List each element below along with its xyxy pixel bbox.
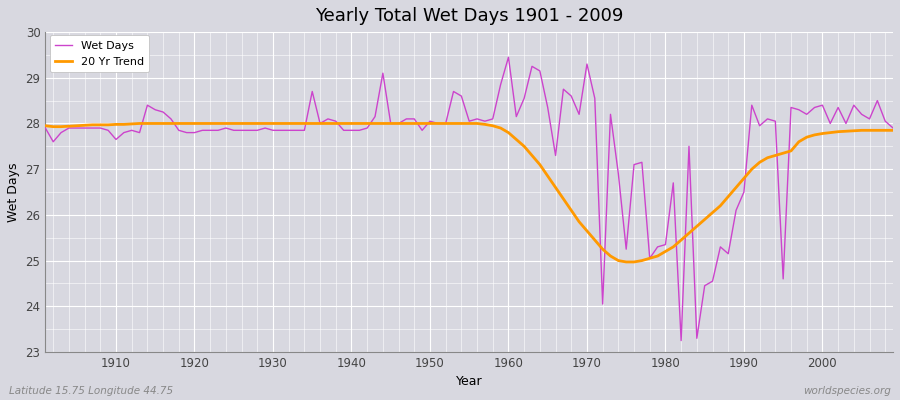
Wet Days [503, 55, 514, 60]
20 Yr Trend [284, 121, 294, 126]
20 Yr Trend [605, 254, 616, 258]
Legend: Wet Days, 20 Yr Trend: Wet Days, 20 Yr Trend [50, 35, 149, 72]
20 Yr Trend [887, 128, 898, 133]
Wet Days [322, 116, 333, 121]
Wet Days [103, 128, 113, 133]
20 Yr Trend [103, 122, 113, 127]
Title: Yearly Total Wet Days 1901 - 2009: Yearly Total Wet Days 1901 - 2009 [315, 7, 624, 25]
Wet Days [40, 126, 50, 130]
Text: Latitude 15.75 Longitude 44.75: Latitude 15.75 Longitude 44.75 [9, 386, 173, 396]
Wet Days [887, 126, 898, 130]
Wet Days [495, 82, 506, 87]
20 Yr Trend [40, 123, 50, 128]
20 Yr Trend [511, 137, 522, 142]
Wet Days [605, 112, 616, 117]
Y-axis label: Wet Days: Wet Days [7, 162, 20, 222]
20 Yr Trend [330, 121, 341, 126]
20 Yr Trend [503, 130, 514, 135]
20 Yr Trend [134, 121, 145, 126]
Line: Wet Days: Wet Days [45, 57, 893, 340]
Wet Days [676, 338, 687, 343]
20 Yr Trend [621, 260, 632, 264]
Wet Days [275, 128, 286, 133]
Text: worldspecies.org: worldspecies.org [803, 386, 891, 396]
Wet Days [511, 114, 522, 119]
X-axis label: Year: Year [456, 376, 482, 388]
Line: 20 Yr Trend: 20 Yr Trend [45, 124, 893, 262]
